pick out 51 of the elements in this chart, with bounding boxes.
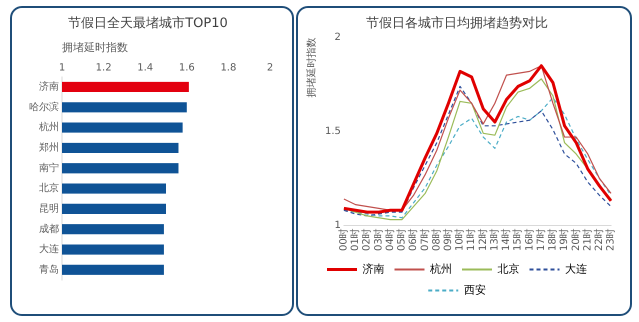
x-tick-label: 17时 — [534, 228, 547, 252]
legend-label: 济南 — [362, 262, 384, 276]
x-tick-label: 01时 — [349, 228, 362, 252]
x-tick-label: 14时 — [500, 228, 512, 252]
legend-label: 杭州 — [429, 262, 452, 276]
x-tick-label: 20时 — [570, 228, 582, 252]
legend-label: 大连 — [565, 262, 587, 276]
chart-title: 节假日全天最堵城市TOP10 — [68, 16, 228, 32]
y-tick-label: 北京 — [39, 182, 59, 194]
y-tick-label: 2 — [334, 32, 341, 44]
x-tick-label: 12时 — [476, 228, 489, 252]
x-tick-label: 13时 — [488, 228, 500, 252]
y-axis-title: 拥堵延时指数 — [306, 38, 318, 98]
x-tick-label: 07时 — [418, 228, 431, 252]
x-tick-label: 16时 — [523, 228, 536, 252]
x-tick-label: 15时 — [512, 228, 524, 252]
x-axis-title: 拥堵延时指数 — [62, 41, 128, 54]
y-tick-label: 青岛 — [39, 263, 59, 276]
x-tick-label: 23时 — [604, 228, 617, 252]
x-tick-label: 22时 — [592, 228, 605, 252]
x-tick-label: 10时 — [454, 228, 466, 252]
x-tick-label: 1.6 — [178, 62, 195, 74]
y-tick-label: 成都 — [39, 222, 59, 235]
x-tick-label: 08时 — [430, 228, 442, 252]
chart-title: 节假日各城市日均拥堵趋势对比 — [366, 16, 548, 32]
x-tick-label: 05时 — [396, 228, 408, 252]
x-tick-label: 1.8 — [220, 62, 236, 74]
x-tick-label: 21时 — [581, 228, 594, 252]
x-tick-label: 06时 — [407, 228, 420, 252]
x-tick-label: 11时 — [465, 228, 478, 252]
y-tick-label: 济南 — [39, 80, 59, 93]
x-tick-label: 04时 — [384, 228, 396, 252]
y-tick-label: 郑州 — [39, 142, 59, 154]
x-tick-label: 00时 — [337, 228, 350, 252]
y-tick-label: 昆明 — [39, 203, 59, 214]
x-tick-label: 1.2 — [96, 62, 112, 74]
x-tick-label: 2 — [266, 62, 274, 74]
y-tick-label: 南宁 — [39, 162, 59, 174]
x-tick-label: 09时 — [442, 228, 454, 252]
x-tick-label: 18时 — [546, 228, 559, 252]
y-tick-label: 1 — [334, 220, 341, 231]
y-tick-label: 大连 — [39, 243, 59, 256]
legend-label: 北京 — [498, 262, 520, 276]
x-tick-label: 1.4 — [137, 62, 154, 74]
y-tick-label: 1.5 — [324, 126, 341, 138]
y-tick-label: 哈尔滨 — [29, 100, 59, 113]
x-tick-label: 02时 — [360, 228, 373, 252]
x-tick-label: 19时 — [558, 228, 570, 252]
legend-label: 西安 — [464, 283, 486, 296]
x-tick-label: 03时 — [372, 228, 384, 252]
y-tick-label: 杭州 — [38, 121, 59, 134]
